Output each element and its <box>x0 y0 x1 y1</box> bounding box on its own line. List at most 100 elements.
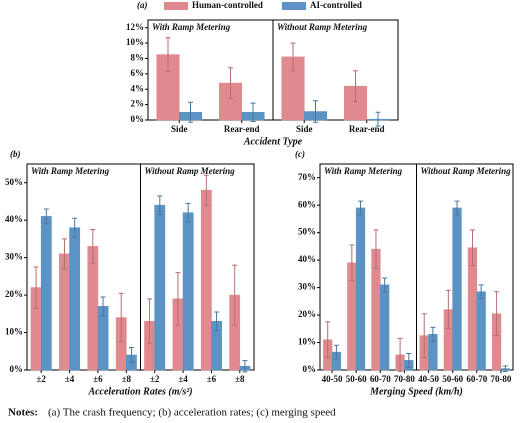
error-bar <box>373 229 379 269</box>
y-tick-label: 10% <box>298 337 316 347</box>
error-bar <box>353 70 358 103</box>
y-tick-label: 0% <box>303 364 317 374</box>
error-bar <box>203 174 209 206</box>
x-tick-label: ±6 <box>93 374 103 384</box>
error-bar <box>128 347 134 364</box>
bar <box>59 253 70 371</box>
error-bar <box>147 298 153 345</box>
x-tick-label: 70-80 <box>490 374 511 384</box>
error-bar <box>313 100 318 123</box>
facet-title: Without Ramp Metering <box>145 166 236 176</box>
x-tick-label: ±6 <box>207 374 217 384</box>
y-tick-label: 6% <box>131 68 145 78</box>
error-bar <box>250 102 256 123</box>
error-bar <box>502 365 508 372</box>
x-tick-label: Side <box>296 124 313 134</box>
x-tick-label: ±8 <box>122 374 132 384</box>
error-bar <box>100 296 106 317</box>
x-tick-label: 50-60 <box>346 374 367 384</box>
y-tick-label: 30% <box>298 282 316 292</box>
x-tick-label: 60-70 <box>466 374 487 384</box>
error-bar <box>242 360 248 373</box>
x-tick-label: ±2 <box>36 374 46 384</box>
error-bar <box>185 202 191 223</box>
x-axis-title: Accident Type <box>243 136 303 147</box>
panel-label: (c) <box>295 149 305 159</box>
bar <box>200 189 212 371</box>
error-bar <box>494 291 500 337</box>
y-tick-label: 50% <box>298 227 316 237</box>
bar <box>87 246 99 371</box>
y-tick-label: 40% <box>298 254 316 264</box>
error-bar <box>188 101 193 123</box>
error-bar <box>478 284 484 300</box>
error-bar <box>290 42 296 72</box>
notes-label: Notes: <box>8 407 38 419</box>
y-tick-label: 4% <box>131 83 145 93</box>
error-bar <box>382 277 388 293</box>
y-tick-label: 50% <box>5 177 23 187</box>
error-bar <box>165 37 171 73</box>
y-tick-label: 2% <box>131 99 145 109</box>
bar <box>452 207 462 371</box>
error-bar <box>406 353 412 368</box>
x-tick-label: 40-50 <box>418 374 439 384</box>
error-bar <box>430 326 436 342</box>
x-tick-label: Side <box>171 124 188 134</box>
y-tick-label: 70% <box>298 172 316 182</box>
error-bar <box>214 311 220 332</box>
facet-title: Without Ramp Metering <box>421 166 512 176</box>
bar <box>40 216 52 371</box>
error-bar <box>397 337 403 372</box>
error-bar <box>90 229 96 264</box>
error-bar <box>175 272 181 326</box>
error-bar <box>375 111 381 127</box>
x-axis-title: Acceleration Rates (m/s²) <box>87 386 192 397</box>
y-tick-label: 20% <box>298 309 316 319</box>
x-tick-label: ±4 <box>178 374 188 384</box>
facet-title: With Ramp Metering <box>324 166 403 176</box>
y-tick-label: 12% <box>126 22 144 32</box>
error-bar <box>421 313 427 359</box>
panel-label: (a) <box>137 0 148 10</box>
bar <box>154 204 166 371</box>
panel-label: (b) <box>10 149 21 159</box>
x-tick-label: Rear-end <box>349 124 385 134</box>
bar <box>476 291 486 371</box>
y-tick-label: 20% <box>5 289 23 299</box>
y-tick-label: 40% <box>5 214 23 224</box>
error-bar <box>349 244 355 282</box>
x-axis-title: Merging Speed (km/h) <box>369 386 463 397</box>
error-bar <box>445 289 451 330</box>
y-tick-label: 0% <box>131 114 145 124</box>
y-tick-label: 60% <box>298 199 316 209</box>
y-tick-label: 8% <box>131 53 145 63</box>
bar <box>355 207 366 371</box>
x-tick-label: 40-50 <box>322 374 343 384</box>
error-bar <box>157 195 163 216</box>
bar <box>380 284 390 371</box>
error-bar <box>61 238 67 270</box>
y-tick-label: 10% <box>126 37 144 47</box>
error-bar <box>232 264 238 326</box>
error-bar <box>118 292 124 343</box>
error-bar <box>325 321 331 359</box>
legend-label: Human-controlled <box>192 0 263 10</box>
x-tick-label: ±4 <box>65 374 75 384</box>
facet-title: With Ramp Metering <box>31 166 110 176</box>
error-bar <box>333 344 339 360</box>
error-bar <box>228 67 233 99</box>
bar <box>182 212 194 371</box>
x-tick-label: 50-60 <box>442 374 463 384</box>
x-tick-label: 70-80 <box>394 374 415 384</box>
error-bar <box>469 229 475 267</box>
y-tick-label: 10% <box>5 327 23 337</box>
notes-text: (a) The crash frequency; (b) acceleratio… <box>48 407 336 419</box>
error-bar <box>43 208 49 225</box>
error-bar <box>358 200 364 216</box>
y-tick-label: 30% <box>5 252 23 262</box>
error-bar <box>454 200 460 216</box>
x-tick-label: ±8 <box>235 374 245 384</box>
error-bar <box>72 217 78 238</box>
x-tick-label: Rear-end <box>224 124 260 134</box>
